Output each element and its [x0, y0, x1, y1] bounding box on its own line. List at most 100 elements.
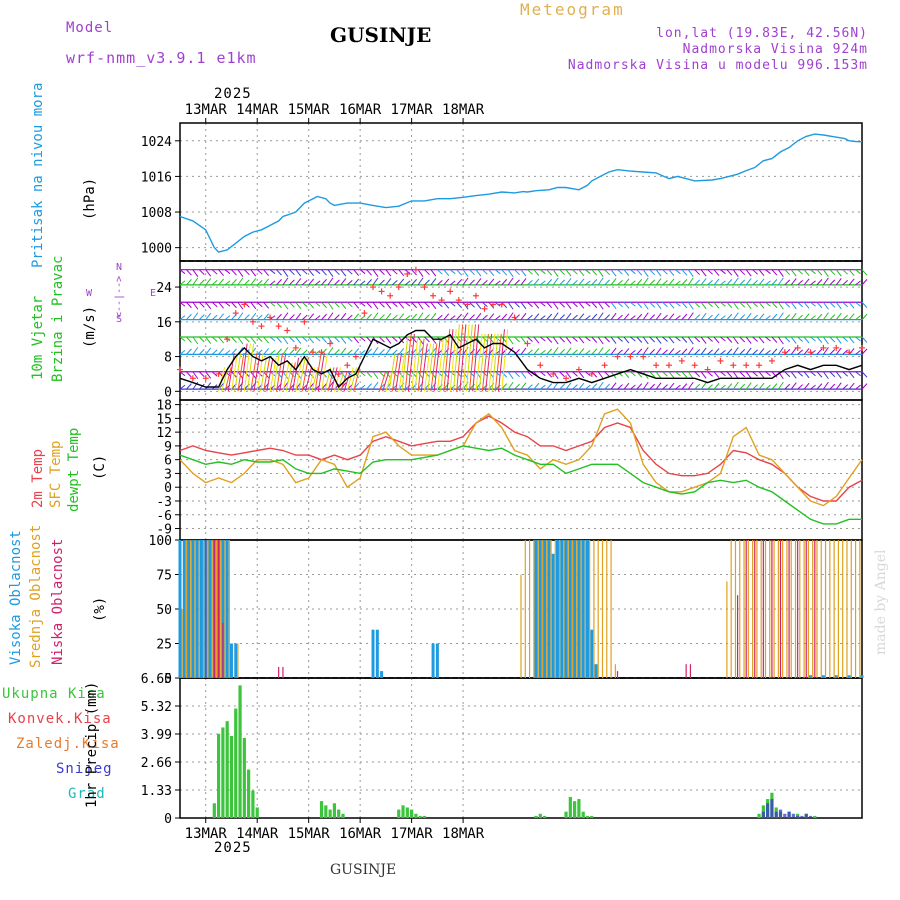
- wind-barb: [231, 269, 237, 276]
- wind-barb: [842, 301, 849, 308]
- wind-barb: [707, 336, 713, 342]
- wind-barb: [437, 280, 443, 286]
- wind-barb: [443, 313, 450, 320]
- wind-barb-strong: [388, 353, 396, 392]
- cloud-high-bar: [375, 629, 379, 678]
- cloud-high-bar: [573, 540, 577, 678]
- wind-barb: [243, 336, 250, 343]
- wind-barb: [211, 269, 218, 275]
- y-tick-label: -9: [156, 523, 172, 538]
- wind-barb: [514, 336, 520, 343]
- wind-barb: [610, 347, 617, 355]
- wind-barb: [842, 349, 849, 355]
- precip-snow-bar: [761, 811, 765, 818]
- wind-barb: [655, 371, 662, 379]
- wind-barb: [765, 280, 771, 286]
- wind-barb: [430, 312, 437, 320]
- precip-total-bar: [255, 807, 259, 818]
- wind-barb: [700, 382, 707, 390]
- wind-barb: [295, 301, 302, 310]
- wind-barb: [276, 348, 282, 355]
- wind-barb: [777, 277, 784, 286]
- wind-barb: [816, 313, 823, 320]
- wind-barb: [829, 314, 836, 320]
- precip-total-bar: [251, 790, 255, 818]
- wind-barb: [790, 336, 797, 344]
- wind-barb: [591, 348, 598, 355]
- wind-barb: [591, 279, 598, 286]
- wind-barb-strong: [282, 362, 290, 392]
- wind-barb: [372, 269, 379, 277]
- wind-barb: [765, 269, 771, 275]
- wind-barb: [340, 312, 347, 320]
- wind-barb: [617, 349, 623, 355]
- wind-barb: [649, 269, 656, 276]
- wind-barb: [822, 301, 829, 310]
- wind-barb: [475, 312, 482, 320]
- wind-barb: [784, 336, 791, 343]
- wind-barb: [546, 313, 553, 320]
- wind-barb: [655, 278, 662, 286]
- wind-barb: [359, 371, 366, 377]
- cloud-high-bar: [594, 664, 598, 678]
- wind-barb: [610, 312, 617, 320]
- wind-barb: [790, 301, 797, 310]
- wind-barb: [379, 314, 385, 320]
- wind-barb: [417, 371, 424, 380]
- wind-barb: [649, 279, 656, 286]
- wind-barb: [855, 301, 861, 307]
- wind-barb-strong: [301, 357, 309, 392]
- precip-snow-bar: [808, 815, 813, 818]
- wind-barb: [720, 336, 726, 342]
- wind-barb: [649, 371, 656, 378]
- wind-barb: [578, 278, 585, 286]
- wind-barb-strong: [456, 324, 464, 392]
- precip-total-bar: [225, 721, 229, 818]
- wind-barb: [668, 313, 675, 320]
- wind-barb: [745, 301, 752, 310]
- wind-barb: [186, 383, 192, 390]
- wind-barb-strong: [337, 372, 345, 392]
- precip-total-bar: [332, 803, 337, 818]
- wind-barb: [205, 278, 212, 286]
- wind-barb: [572, 371, 578, 377]
- wind-barb: [803, 348, 810, 355]
- wind-barb: [501, 336, 508, 343]
- wind-barb-strong: [452, 324, 460, 392]
- wind-barb: [308, 278, 315, 286]
- wind-barb: [848, 336, 855, 344]
- precip-total-bar: [234, 708, 238, 818]
- panel-frame-precip: [179, 677, 863, 819]
- wind-barb: [771, 336, 778, 343]
- cloud-high-bar: [847, 675, 851, 678]
- wind-barb: [797, 314, 803, 321]
- wind-barb-strong: [395, 353, 403, 392]
- wind-barb: [314, 269, 321, 275]
- wind-barb: [404, 315, 411, 321]
- wind-barb: [694, 349, 701, 355]
- wind-barb: [514, 279, 520, 286]
- wind-barb: [559, 314, 565, 320]
- wind-barb: [430, 301, 437, 310]
- wind-barb: [771, 301, 778, 309]
- wind-barb: [186, 279, 192, 286]
- wind-barb: [861, 383, 868, 390]
- wind-barb: [559, 269, 565, 276]
- wind-barb: [327, 301, 334, 310]
- wind-barb: [739, 336, 746, 343]
- wind-barb-strong: [285, 362, 293, 392]
- wind-barb: [179, 336, 186, 342]
- wind-barb: [514, 301, 520, 308]
- y-tick-label: 3: [164, 467, 172, 482]
- wind-barb: [687, 269, 694, 277]
- wind-barb: [565, 336, 572, 344]
- wind-barb: [533, 382, 540, 390]
- wind-barb: [372, 381, 379, 390]
- wind-barb: [263, 269, 270, 277]
- y-tick-label: 0: [164, 672, 172, 687]
- wind-barb: [263, 278, 270, 286]
- wind-barb-strong: [478, 333, 486, 392]
- wind-barb: [681, 279, 688, 286]
- y-tick-label: 50: [156, 603, 172, 618]
- wind-barb: [713, 301, 720, 309]
